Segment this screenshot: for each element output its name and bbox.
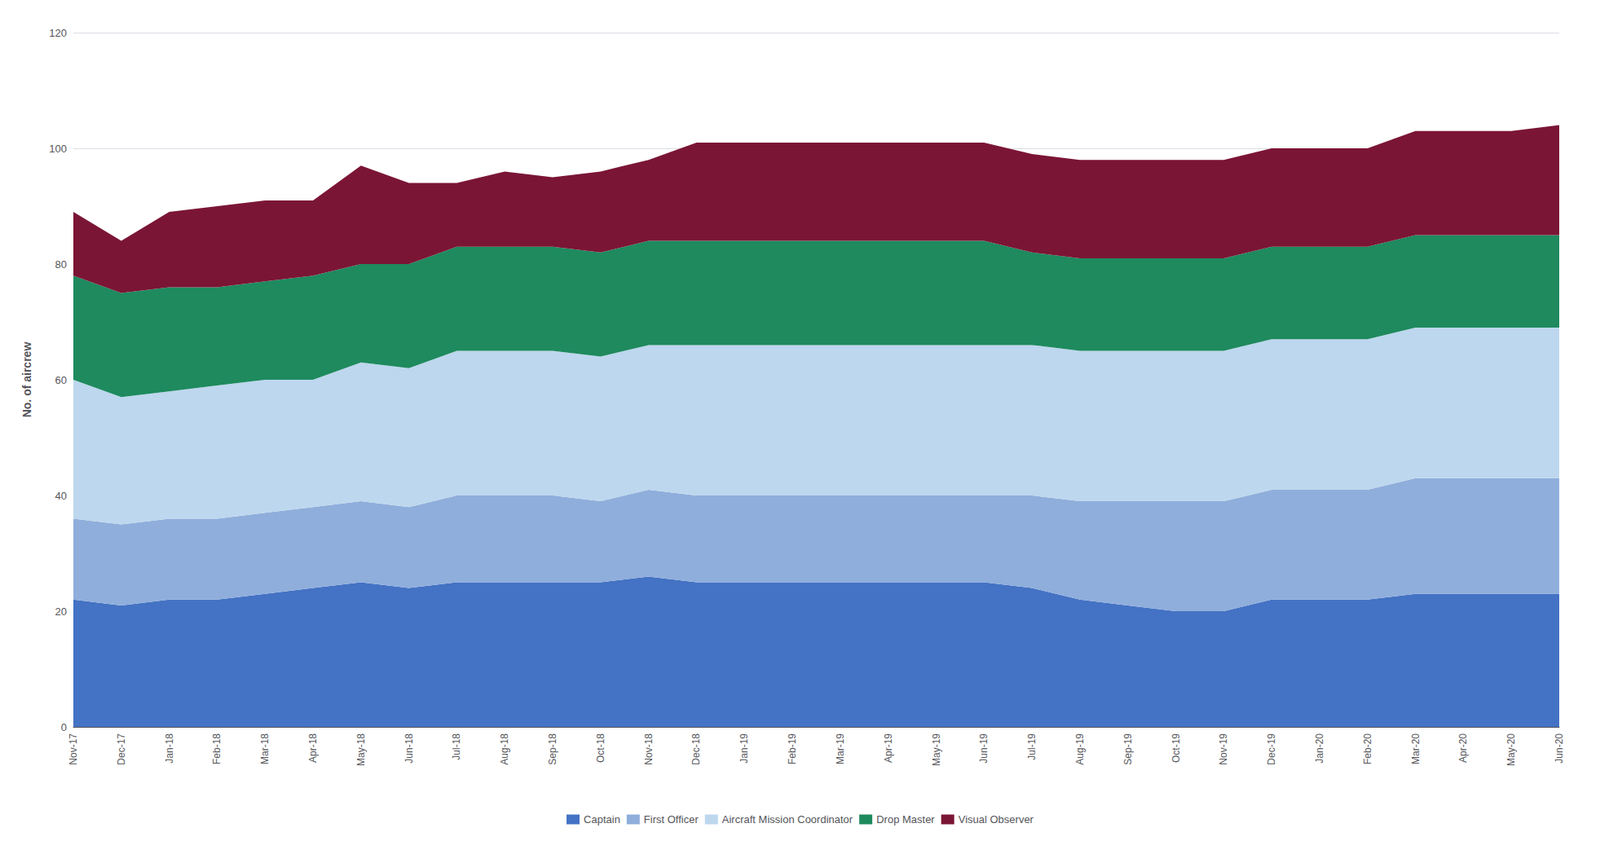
svg-text:Jan-20: Jan-20 (1313, 733, 1326, 764)
svg-text:Sep-18: Sep-18 (546, 733, 559, 766)
svg-text:Apr-20: Apr-20 (1457, 733, 1469, 763)
svg-text:Visual Observer: Visual Observer (958, 813, 1035, 826)
svg-text:100: 100 (48, 142, 67, 155)
svg-text:May-19: May-19 (930, 733, 943, 767)
svg-text:Jun-19: Jun-19 (978, 733, 990, 764)
svg-text:Mar-20: Mar-20 (1410, 733, 1422, 765)
svg-text:Jun-20: Jun-20 (1553, 733, 1565, 764)
svg-text:60: 60 (55, 374, 67, 387)
svg-text:Mar-19: Mar-19 (834, 733, 847, 765)
svg-text:Sep-19: Sep-19 (1122, 733, 1134, 766)
svg-text:Oct-19: Oct-19 (1170, 733, 1182, 763)
svg-text:Aircraft Mission Coordinator: Aircraft Mission Coordinator (722, 813, 854, 826)
svg-text:0: 0 (61, 721, 67, 734)
svg-text:40: 40 (55, 489, 67, 503)
svg-text:Captain: Captain (583, 813, 621, 826)
svg-text:Feb-20: Feb-20 (1361, 733, 1374, 765)
svg-text:Apr-19: Apr-19 (882, 733, 895, 763)
svg-text:Nov-19: Nov-19 (1217, 733, 1230, 766)
svg-text:Dec-17: Dec-17 (115, 733, 128, 766)
svg-text:Nov-17: Nov-17 (67, 733, 80, 766)
svg-text:Apr-18: Apr-18 (307, 733, 319, 763)
svg-text:May-20: May-20 (1505, 733, 1517, 767)
svg-text:20: 20 (55, 605, 67, 618)
svg-text:Aug-19: Aug-19 (1074, 733, 1086, 766)
svg-text:Feb-19: Feb-19 (786, 733, 798, 765)
svg-text:120: 120 (48, 26, 67, 40)
svg-text:Jan-19: Jan-19 (738, 733, 750, 764)
svg-text:80: 80 (55, 258, 67, 271)
svg-text:Nov-18: Nov-18 (643, 733, 655, 766)
svg-text:First Officer: First Officer (643, 813, 700, 826)
svg-text:Mar-18: Mar-18 (259, 733, 271, 765)
svg-text:Dec-19: Dec-19 (1265, 733, 1278, 766)
svg-text:Dec-18: Dec-18 (690, 733, 702, 766)
svg-text:No. of aircrew: No. of aircrew (20, 342, 34, 419)
svg-text:Feb-18: Feb-18 (211, 733, 223, 765)
svg-text:Jun-18: Jun-18 (403, 733, 415, 764)
svg-text:May-18: May-18 (355, 733, 367, 767)
svg-text:Drop Master: Drop Master (876, 813, 935, 826)
svg-text:Jan-18: Jan-18 (163, 733, 176, 764)
svg-text:Oct-18: Oct-18 (595, 733, 607, 763)
svg-text:Jul-19: Jul-19 (1026, 733, 1038, 761)
svg-text:Aug-18: Aug-18 (498, 733, 511, 766)
svg-text:Jul-18: Jul-18 (450, 733, 463, 761)
